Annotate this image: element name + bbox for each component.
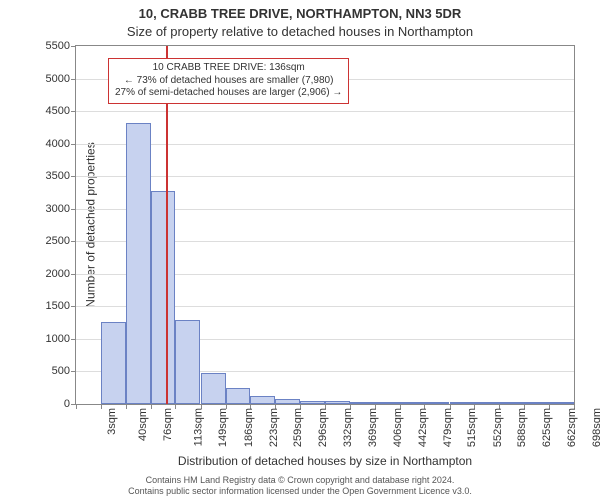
y-tick-mark: [71, 339, 76, 340]
y-tick-mark: [71, 176, 76, 177]
x-axis-label: Distribution of detached houses by size …: [75, 454, 575, 468]
x-tick-label: 149sqm: [217, 408, 229, 447]
x-tick-label: 223sqm: [268, 408, 280, 447]
x-tick-label: 3sqm: [106, 408, 118, 435]
y-tick-label: 3000: [20, 203, 70, 215]
gridline: [76, 111, 574, 112]
histogram-bar: [450, 402, 474, 404]
y-tick-mark: [71, 241, 76, 242]
y-tick-label: 4500: [20, 105, 70, 117]
histogram-bar: [325, 401, 350, 404]
x-tick-label: 186sqm: [243, 408, 255, 447]
y-tick-label: 500: [20, 365, 70, 377]
y-tick-mark: [71, 79, 76, 80]
y-tick-label: 5500: [20, 40, 70, 52]
histogram-bar: [101, 322, 125, 404]
annotation-line: 10 CRABB TREE DRIVE: 136sqm: [115, 62, 342, 75]
histogram-bar: [300, 401, 325, 404]
histogram-bar: [400, 402, 424, 404]
plot-area: 10 CRABB TREE DRIVE: 136sqm← 73% of deta…: [75, 45, 575, 405]
y-tick-mark: [71, 209, 76, 210]
histogram-bar: [175, 320, 200, 404]
x-tick-label: 76sqm: [162, 408, 174, 441]
x-tick-label: 625sqm: [541, 408, 553, 447]
x-tick-label: 698sqm: [591, 408, 600, 447]
x-tick-label: 369sqm: [367, 408, 379, 447]
x-tick-label: 259sqm: [292, 408, 304, 447]
y-tick-label: 5000: [20, 73, 70, 85]
histogram-bar: [524, 402, 548, 404]
histogram-bar: [250, 396, 275, 404]
x-tick-label: 113sqm: [192, 408, 204, 446]
chart-title-desc: Size of property relative to detached ho…: [0, 24, 600, 39]
x-tick-label: 332sqm: [342, 408, 354, 447]
y-tick-mark: [71, 111, 76, 112]
y-tick-mark: [71, 274, 76, 275]
y-tick-mark: [71, 46, 76, 47]
histogram-bar: [549, 402, 574, 404]
histogram-bar: [126, 123, 151, 404]
x-tick-mark: [101, 404, 102, 409]
histogram-bar: [275, 399, 299, 404]
y-tick-label: 2500: [20, 235, 70, 247]
y-tick-mark: [71, 144, 76, 145]
x-tick-label: 40sqm: [137, 408, 149, 441]
y-tick-label: 2000: [20, 268, 70, 280]
x-tick-label: 662sqm: [566, 408, 578, 447]
chart-title-address: 10, CRABB TREE DRIVE, NORTHAMPTON, NN3 5…: [0, 6, 600, 21]
x-tick-label: 515sqm: [466, 408, 478, 447]
property-size-histogram: 10, CRABB TREE DRIVE, NORTHAMPTON, NN3 5…: [0, 0, 600, 500]
y-tick-label: 1500: [20, 300, 70, 312]
y-tick-label: 1000: [20, 333, 70, 345]
histogram-bar: [375, 402, 400, 404]
x-tick-mark: [76, 404, 77, 409]
x-tick-mark: [151, 404, 152, 409]
histogram-bar: [424, 402, 449, 404]
y-tick-mark: [71, 306, 76, 307]
x-tick-mark: [175, 404, 176, 409]
chart-footer: Contains HM Land Registry data © Crown c…: [0, 475, 600, 497]
footer-line-2: Contains public sector information licen…: [0, 486, 600, 497]
y-tick-label: 0: [20, 398, 70, 410]
x-tick-label: 588sqm: [516, 408, 528, 447]
y-tick-mark: [71, 371, 76, 372]
x-tick-label: 296sqm: [317, 408, 329, 447]
histogram-bar: [201, 373, 226, 404]
x-tick-mark: [126, 404, 127, 409]
x-tick-label: 552sqm: [492, 408, 504, 447]
x-tick-label: 479sqm: [442, 408, 454, 447]
annotation-box: 10 CRABB TREE DRIVE: 136sqm← 73% of deta…: [108, 58, 349, 104]
histogram-bar: [474, 402, 499, 404]
footer-line-1: Contains HM Land Registry data © Crown c…: [0, 475, 600, 486]
histogram-bar: [226, 388, 250, 404]
x-tick-label: 442sqm: [417, 408, 429, 447]
annotation-line: ← 73% of detached houses are smaller (7,…: [115, 75, 342, 88]
histogram-bar: [350, 402, 374, 404]
y-tick-label: 3500: [20, 170, 70, 182]
histogram-bar: [151, 191, 175, 404]
histogram-bar: [499, 402, 524, 404]
annotation-line: 27% of semi-detached houses are larger (…: [115, 87, 342, 100]
y-tick-label: 4000: [20, 138, 70, 150]
x-tick-label: 406sqm: [392, 408, 404, 447]
